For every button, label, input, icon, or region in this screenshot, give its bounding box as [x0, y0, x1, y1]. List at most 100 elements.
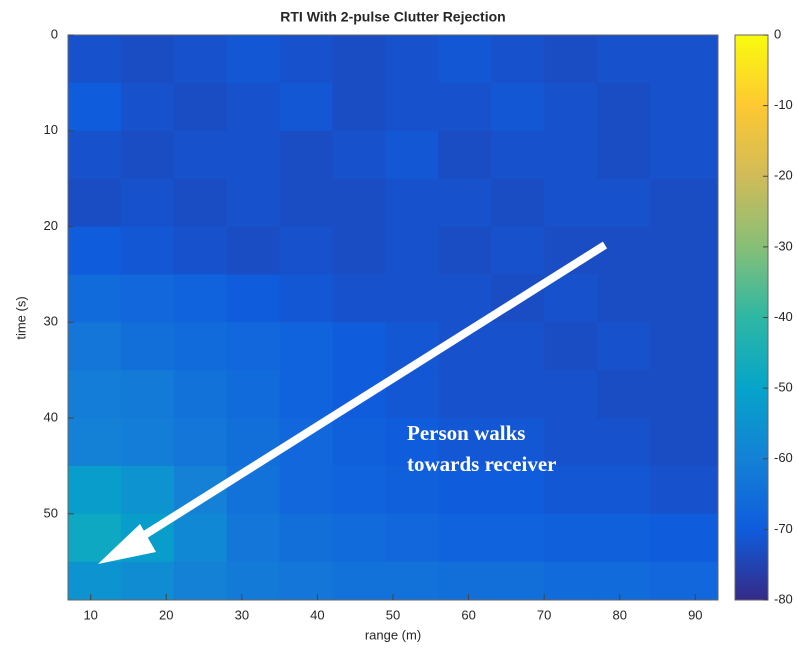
colorbar-tick-label: -80: [774, 591, 793, 606]
heatmap-cell: [68, 130, 122, 180]
heatmap-cell: [279, 82, 334, 132]
heatmap-cell: [544, 82, 598, 132]
heatmap-cell: [597, 418, 651, 467]
heatmap-cell: [649, 322, 718, 371]
heatmap-cell: [385, 274, 439, 323]
heatmap: [68, 35, 718, 600]
heatmap-cell: [120, 82, 175, 132]
heatmap-cell: [385, 465, 439, 515]
heatmap-cell: [385, 226, 439, 275]
y-tick-label: 30: [44, 314, 58, 329]
heatmap-cell: [597, 322, 651, 371]
heatmap-cell: [491, 465, 545, 515]
heatmap-cell: [597, 130, 651, 180]
heatmap-cell: [68, 322, 122, 371]
x-tick-label: 30: [235, 607, 249, 622]
heatmap-cell: [544, 322, 598, 371]
heatmap-cell: [120, 130, 175, 180]
heatmap-cell: [544, 35, 598, 84]
heatmap-cell: [173, 513, 228, 563]
x-tick-label: 70: [537, 607, 551, 622]
heatmap-cell: [120, 226, 175, 275]
heatmap-cell: [649, 82, 718, 132]
colorbar-tick-label: -70: [774, 521, 793, 536]
heatmap-cell: [491, 418, 545, 467]
x-axis-label: range (m): [365, 627, 421, 642]
heatmap-cell: [332, 130, 386, 180]
heatmap-cell: [332, 561, 386, 600]
heatmap-cell: [544, 513, 598, 563]
colorbar-tick-label: -40: [774, 309, 793, 324]
heatmap-cell: [173, 418, 228, 467]
heatmap-cell: [120, 35, 175, 84]
heatmap-cell: [279, 561, 334, 600]
x-tick-label: 50: [386, 607, 400, 622]
y-tick-label: 50: [44, 505, 58, 520]
heatmap-cell: [649, 370, 718, 419]
chart-title: RTI With 2-pulse Clutter Rejection: [280, 9, 505, 25]
heatmap-cell: [173, 322, 228, 371]
heatmap-cell: [173, 370, 228, 419]
heatmap-cell: [544, 130, 598, 180]
heatmap-cell: [438, 274, 492, 323]
heatmap-cell: [173, 274, 228, 323]
heatmap-cell: [491, 226, 545, 275]
annotation-group: Person walks towards receiver: [98, 241, 608, 564]
heatmap-cell: [597, 370, 651, 419]
heatmap-cell: [597, 465, 651, 515]
heatmap-cell: [332, 513, 386, 563]
heatmap-cell: [544, 178, 598, 228]
heatmap-cell: [385, 561, 439, 600]
heatmap-cell: [226, 82, 281, 132]
x-tick-label: 40: [310, 607, 324, 622]
heatmap-cell: [120, 370, 175, 419]
heatmap-cell: [279, 370, 334, 419]
heatmap-cell: [226, 370, 281, 419]
x-tick-label: 90: [688, 607, 702, 622]
heatmap-cell: [385, 82, 439, 132]
heatmap-cell: [279, 178, 334, 228]
colorbar-tick-label: -20: [774, 168, 793, 183]
colorbar-tick-label: -50: [774, 380, 793, 395]
heatmap-cell: [597, 226, 651, 275]
heatmap-cell: [597, 274, 651, 323]
colorbar: [734, 34, 769, 601]
arrow-head: [98, 524, 156, 564]
heatmap-cell: [649, 561, 718, 600]
heatmap-cell: [649, 226, 718, 275]
heatmap-cell: [332, 178, 386, 228]
heatmap-cell: [332, 322, 386, 371]
heatmap-cell: [544, 561, 598, 600]
heatmap-cell: [332, 418, 386, 467]
heatmap-cell: [597, 561, 651, 600]
colorbar-tick-label: -60: [774, 450, 793, 465]
heatmap-cell: [332, 274, 386, 323]
heatmap-cell: [173, 226, 228, 275]
heatmap-cell: [385, 513, 439, 563]
heatmap-cell: [279, 35, 334, 84]
heatmap-cell: [68, 465, 122, 515]
heatmap-cell: [491, 370, 545, 419]
heatmap-cell: [226, 561, 281, 600]
heatmap-cell: [226, 35, 281, 84]
heatmap-cell: [597, 513, 651, 563]
x-tick-label: 10: [83, 607, 97, 622]
heatmap-cell: [438, 561, 492, 600]
heatmap-cell: [279, 274, 334, 323]
heatmap-cell: [173, 82, 228, 132]
heatmap-cell: [120, 322, 175, 371]
heatmap-cell: [491, 178, 545, 228]
heatmap-cell: [438, 465, 492, 515]
heatmap-cell: [226, 322, 281, 371]
heatmap-cell: [332, 35, 386, 84]
heatmap-cell: [279, 465, 334, 515]
heatmap-cell: [120, 465, 175, 515]
y-tick-label: 40: [44, 409, 58, 424]
heatmap-cell: [279, 513, 334, 563]
heatmap-cell: [385, 418, 439, 467]
heatmap-cell: [491, 82, 545, 132]
heatmap-cell: [279, 226, 334, 275]
x-tick-label: 60: [461, 607, 475, 622]
heatmap-cell: [649, 274, 718, 323]
heatmap-cell: [544, 418, 598, 467]
